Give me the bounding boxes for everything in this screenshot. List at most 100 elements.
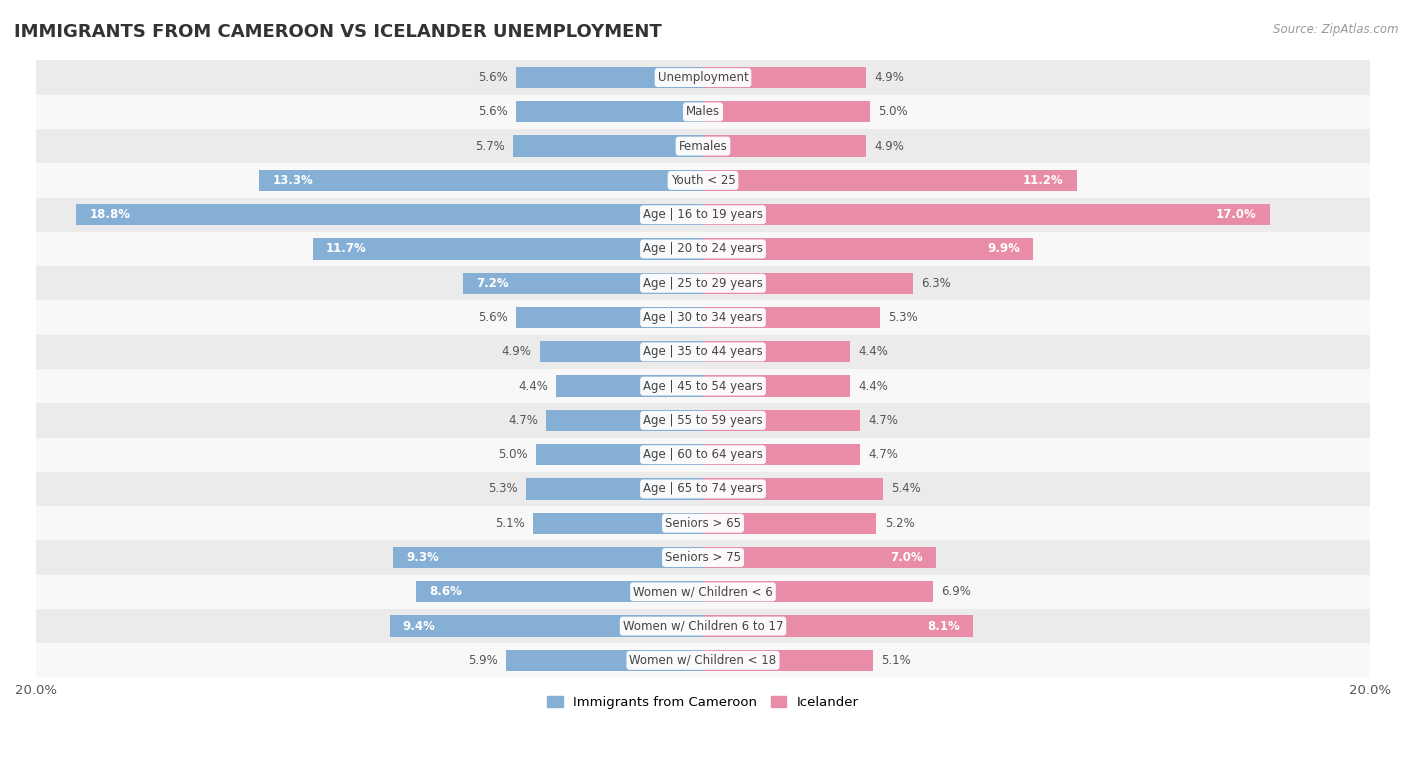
Bar — [37, 609, 1369, 643]
Bar — [37, 164, 1369, 198]
Bar — [37, 232, 1369, 266]
Bar — [703, 307, 880, 329]
Bar — [703, 101, 870, 123]
Bar — [516, 101, 703, 123]
Text: 5.3%: 5.3% — [488, 482, 517, 496]
Bar — [463, 273, 703, 294]
Text: 5.7%: 5.7% — [475, 139, 505, 153]
Bar — [513, 136, 703, 157]
Bar — [416, 581, 703, 603]
Text: 9.9%: 9.9% — [987, 242, 1019, 255]
Text: 5.0%: 5.0% — [879, 105, 908, 118]
Text: 5.1%: 5.1% — [882, 654, 911, 667]
Text: 4.9%: 4.9% — [502, 345, 531, 358]
Text: Seniors > 75: Seniors > 75 — [665, 551, 741, 564]
Bar — [37, 266, 1369, 301]
Text: 7.0%: 7.0% — [890, 551, 924, 564]
Bar — [37, 369, 1369, 403]
Text: Youth < 25: Youth < 25 — [671, 174, 735, 187]
Bar — [312, 238, 703, 260]
Text: Age | 16 to 19 years: Age | 16 to 19 years — [643, 208, 763, 221]
Text: Age | 65 to 74 years: Age | 65 to 74 years — [643, 482, 763, 496]
Text: 4.4%: 4.4% — [517, 379, 548, 393]
Bar — [703, 170, 1077, 191]
Text: Age | 55 to 59 years: Age | 55 to 59 years — [643, 414, 763, 427]
Text: 5.9%: 5.9% — [468, 654, 498, 667]
Bar — [703, 341, 849, 363]
Text: 5.6%: 5.6% — [478, 311, 508, 324]
Text: Unemployment: Unemployment — [658, 71, 748, 84]
Text: 5.4%: 5.4% — [891, 482, 921, 496]
Text: Females: Females — [679, 139, 727, 153]
Bar — [37, 61, 1369, 95]
Text: Males: Males — [686, 105, 720, 118]
Text: 17.0%: 17.0% — [1216, 208, 1257, 221]
Bar — [76, 204, 703, 226]
Bar — [37, 403, 1369, 438]
Bar — [506, 650, 703, 671]
Bar — [536, 444, 703, 466]
Text: Age | 45 to 54 years: Age | 45 to 54 years — [643, 379, 763, 393]
Text: 8.6%: 8.6% — [429, 585, 463, 598]
Text: 6.9%: 6.9% — [942, 585, 972, 598]
Text: 5.1%: 5.1% — [495, 517, 524, 530]
Text: 4.7%: 4.7% — [508, 414, 538, 427]
Text: 6.3%: 6.3% — [921, 277, 952, 290]
Text: 11.2%: 11.2% — [1022, 174, 1063, 187]
Bar — [37, 575, 1369, 609]
Text: 5.6%: 5.6% — [478, 105, 508, 118]
Bar — [703, 615, 973, 637]
Bar — [703, 204, 1270, 226]
Bar — [703, 512, 876, 534]
Bar — [703, 375, 849, 397]
Legend: Immigrants from Cameroon, Icelander: Immigrants from Cameroon, Icelander — [541, 690, 865, 714]
Text: 4.7%: 4.7% — [868, 448, 898, 461]
Text: Source: ZipAtlas.com: Source: ZipAtlas.com — [1274, 23, 1399, 36]
Text: 4.4%: 4.4% — [858, 345, 889, 358]
Text: IMMIGRANTS FROM CAMEROON VS ICELANDER UNEMPLOYMENT: IMMIGRANTS FROM CAMEROON VS ICELANDER UN… — [14, 23, 662, 41]
Text: Women w/ Children < 18: Women w/ Children < 18 — [630, 654, 776, 667]
Text: 4.9%: 4.9% — [875, 71, 904, 84]
Text: 5.0%: 5.0% — [498, 448, 527, 461]
Text: 7.2%: 7.2% — [477, 277, 509, 290]
Bar — [37, 506, 1369, 540]
Bar — [703, 67, 866, 88]
Text: 11.7%: 11.7% — [326, 242, 367, 255]
Bar — [703, 136, 866, 157]
Bar — [260, 170, 703, 191]
Bar — [37, 95, 1369, 129]
Text: 5.3%: 5.3% — [889, 311, 918, 324]
Text: 9.3%: 9.3% — [406, 551, 439, 564]
Bar — [37, 335, 1369, 369]
Text: Women w/ Children 6 to 17: Women w/ Children 6 to 17 — [623, 619, 783, 633]
Text: Age | 60 to 64 years: Age | 60 to 64 years — [643, 448, 763, 461]
Bar — [392, 547, 703, 569]
Text: 4.7%: 4.7% — [868, 414, 898, 427]
Bar — [516, 307, 703, 329]
Text: Age | 35 to 44 years: Age | 35 to 44 years — [643, 345, 763, 358]
Bar — [516, 67, 703, 88]
Bar — [389, 615, 703, 637]
Bar — [703, 650, 873, 671]
Text: Women w/ Children < 6: Women w/ Children < 6 — [633, 585, 773, 598]
Bar — [703, 273, 912, 294]
Text: 18.8%: 18.8% — [90, 208, 131, 221]
Text: 5.2%: 5.2% — [884, 517, 914, 530]
Text: 5.6%: 5.6% — [478, 71, 508, 84]
Bar — [703, 478, 883, 500]
Bar — [703, 547, 936, 569]
Text: Age | 30 to 34 years: Age | 30 to 34 years — [643, 311, 763, 324]
Bar — [37, 198, 1369, 232]
Text: Age | 25 to 29 years: Age | 25 to 29 years — [643, 277, 763, 290]
Bar — [37, 301, 1369, 335]
Bar — [37, 540, 1369, 575]
Bar — [37, 643, 1369, 678]
Text: 4.4%: 4.4% — [858, 379, 889, 393]
Bar — [540, 341, 703, 363]
Text: 4.9%: 4.9% — [875, 139, 904, 153]
Bar — [547, 410, 703, 431]
Bar — [37, 438, 1369, 472]
Bar — [557, 375, 703, 397]
Text: 8.1%: 8.1% — [927, 619, 960, 633]
Text: 9.4%: 9.4% — [404, 619, 436, 633]
